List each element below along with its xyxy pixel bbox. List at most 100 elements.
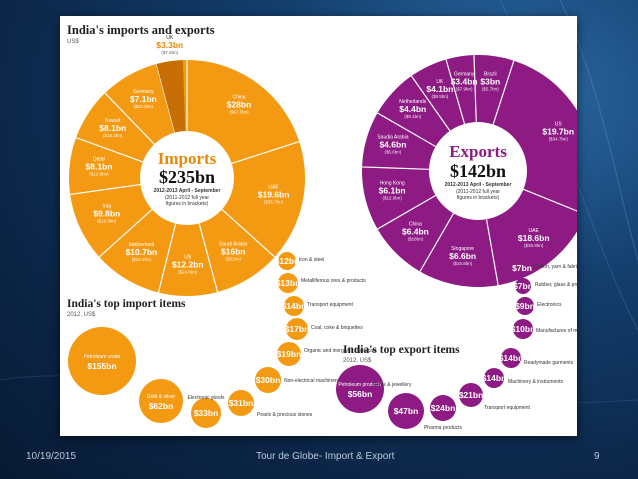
top-imports-item-gold-silver: Gold & silver$62bn	[139, 379, 183, 423]
exports-prev-value-label: ($35.9bn)	[524, 243, 544, 248]
top_exports-item-value: $10bn	[511, 324, 536, 334]
imports-center-note-2: figures in brackets)	[166, 201, 209, 207]
exports-segment-us: US$19.7bn($34.7bn)	[542, 122, 574, 142]
top_exports-item-value: $56bn	[348, 389, 373, 399]
imports-segment-uk: UK$3.3bn($7.6bn)	[156, 35, 183, 55]
top-exports-item-petroleum-products: Petroleum products$56bn	[336, 365, 384, 413]
top-imports-item-iron-steel: $12bn Iron & steel	[275, 252, 324, 270]
top_imports-item-name: Gold & silver	[147, 394, 176, 400]
exports-segment-netherlands: Netherlands$4.4bn($9.1bn)	[399, 99, 426, 119]
top_imports-item-value: $13bn	[276, 278, 301, 288]
top_exports-item-name: Rubber, glass & products	[535, 282, 577, 288]
imports-prev-value-label: ($12.9bn)	[89, 172, 109, 177]
imports-value-label: $28bn	[227, 99, 252, 109]
top_imports-item-name: Iron & steel	[299, 257, 324, 263]
infographic-heading: India's imports and exports	[67, 23, 215, 37]
exports-prev-value-label: ($34.7bn)	[549, 137, 569, 142]
imports-segment-qatar: Qatar$8.1bn($12.9bn)	[86, 157, 113, 177]
exports-country-label: Hong Kong	[380, 180, 405, 186]
top-imports-item-petroleum-crude: Petroleum crude$155bn	[68, 327, 136, 395]
top_imports-item-name: Electronic goods	[188, 395, 225, 401]
exports-country-label: UK	[436, 79, 444, 85]
imports-segment-uae: UAE$19.6bn($35.7bn)	[258, 184, 290, 204]
exports-value-label: $3bn	[480, 76, 500, 86]
heading-unit: US$	[67, 39, 79, 45]
imports-country-label: China	[232, 94, 245, 100]
top_exports-item-name: Electronics	[537, 302, 562, 308]
top_imports-item-value: $12bn	[275, 256, 300, 266]
top_imports-item-value: $17bn	[285, 324, 310, 334]
top_exports-item-name: Manufactures of metals	[536, 328, 577, 334]
imports-prev-value-label: ($16.2bn)	[134, 104, 154, 109]
top_imports-item-name: Organic and inorganic chemicals	[304, 348, 377, 354]
exports-value-label: $4.4bn	[399, 104, 426, 114]
imports-prev-value-label: ($35.7bn)	[264, 199, 284, 204]
imports-country-label: Iraq	[102, 203, 111, 209]
top-imports-bubble	[139, 379, 183, 423]
exports-prev-value-label: ($5.7bn)	[482, 86, 499, 91]
exports-center-note-1: (2011-2012 full year	[456, 189, 500, 195]
imports-value-label: $3.3bn	[156, 40, 183, 50]
top_exports-item-name: Readymade garments	[524, 360, 574, 366]
top_exports-item-value: $14bn	[482, 373, 507, 383]
top-exports-item-gems-jewellery: $47bn Gems & jewellery	[373, 382, 424, 429]
top_exports-item-value: $7bn	[513, 281, 533, 291]
exports-prev-value-label: ($18bn)	[408, 237, 424, 242]
imports-value-label: $7.1bn	[130, 94, 157, 104]
exports-country-label: Brazil	[484, 71, 497, 77]
exports-segment-singapore: Singapore$6.6bn($16.8bn)	[449, 246, 476, 266]
exports-segment-uk: UK$4.1bn($8.5bn)	[426, 79, 453, 99]
imports-center-value: $235bn	[159, 167, 215, 187]
imports-value-label: $8.1bn	[99, 123, 126, 133]
top-imports-heading: India's top import items	[67, 298, 186, 310]
exports-center-title: Exports	[449, 142, 507, 161]
top_imports-item-name: Transport equipment	[307, 302, 354, 308]
top_imports-item-value: $30bn	[256, 375, 281, 385]
top_imports-item-value: $14bn	[282, 301, 307, 311]
top-imports-item-electronic-goods: $33bn Electronic goods	[188, 395, 225, 428]
exports-prev-value-label: ($8.5bn)	[432, 94, 449, 99]
footer-date: 10/19/2015	[26, 451, 77, 462]
exports-value-label: $4.6bn	[379, 140, 406, 150]
top-imports-bubble	[68, 327, 136, 395]
exports-segment-china: China$6.4bn($18bn)	[402, 222, 429, 242]
top-imports-bubble	[191, 398, 221, 428]
exports-country-label: Netherlands	[399, 99, 426, 105]
top_exports-item-value: $9bn	[515, 301, 535, 311]
top-imports-item-non-electrical-machinery: $30bn Non-electrical machinery	[255, 367, 340, 393]
exports-country-label: US	[555, 122, 563, 128]
top-exports-heading: India's top export items	[343, 344, 460, 356]
exports-value-label: $4.1bn	[426, 84, 453, 94]
top_exports-item-value: $7bn	[512, 263, 532, 273]
top_imports-item-value: $31bn	[229, 398, 254, 408]
top-imports-bubble	[278, 252, 296, 270]
top-exports-bubble	[388, 393, 424, 429]
exports-country-label: UAE	[529, 228, 540, 234]
imports-segment-us: US$12.2bn($24.6bn)	[172, 254, 204, 274]
imports-prev-value-label: ($31bn)	[225, 256, 241, 261]
top-imports-bubble	[255, 367, 281, 393]
top_exports-item-value: $24bn	[431, 403, 456, 413]
imports-prev-value-label: ($32.4bn)	[132, 257, 152, 262]
exports-prev-value-label: ($9.1bn)	[404, 114, 421, 119]
imports-value-label: $19.6bn	[258, 189, 290, 199]
top_imports-item-value: $19bn	[277, 349, 302, 359]
top-exports-bubble	[484, 368, 504, 388]
exports-segment-saudia-arabia: Saudia Arabia$4.6bn($5.6bn)	[377, 135, 408, 155]
top_imports-item-name: Pearls & precious stones	[257, 412, 313, 418]
top-exports-item-machinery-instruments: $14bn Machinery & instruments	[482, 368, 564, 388]
exports-segment-hong-kong: Hong Kong$6.1bn($12.9bn)	[379, 180, 406, 200]
imports-center-note-1: (2011-2012 full year	[165, 195, 209, 201]
top-imports-item-metalliferous-ores-products: $13bn Metalliferous ores & products	[276, 273, 366, 293]
exports-segment-germany: Germany$3.4bn($7.9bn)	[451, 72, 478, 92]
top_exports-item-name: Gems & jewellery	[373, 382, 412, 388]
top_imports-item-name: Metalliferous ores & products	[301, 278, 366, 284]
exports-prev-value-label: ($5.6bn)	[385, 150, 402, 155]
top-exports-item-readymade-garments: $14bn Readymade garments	[499, 348, 574, 368]
top-imports-bubble	[277, 342, 301, 366]
top_exports-item-name: Pharma products	[424, 425, 463, 431]
imports-segment-iraq: Iraq$9.8bn($19.9bn)	[93, 203, 120, 223]
imports-prev-value-label: ($19.9bn)	[97, 218, 117, 223]
